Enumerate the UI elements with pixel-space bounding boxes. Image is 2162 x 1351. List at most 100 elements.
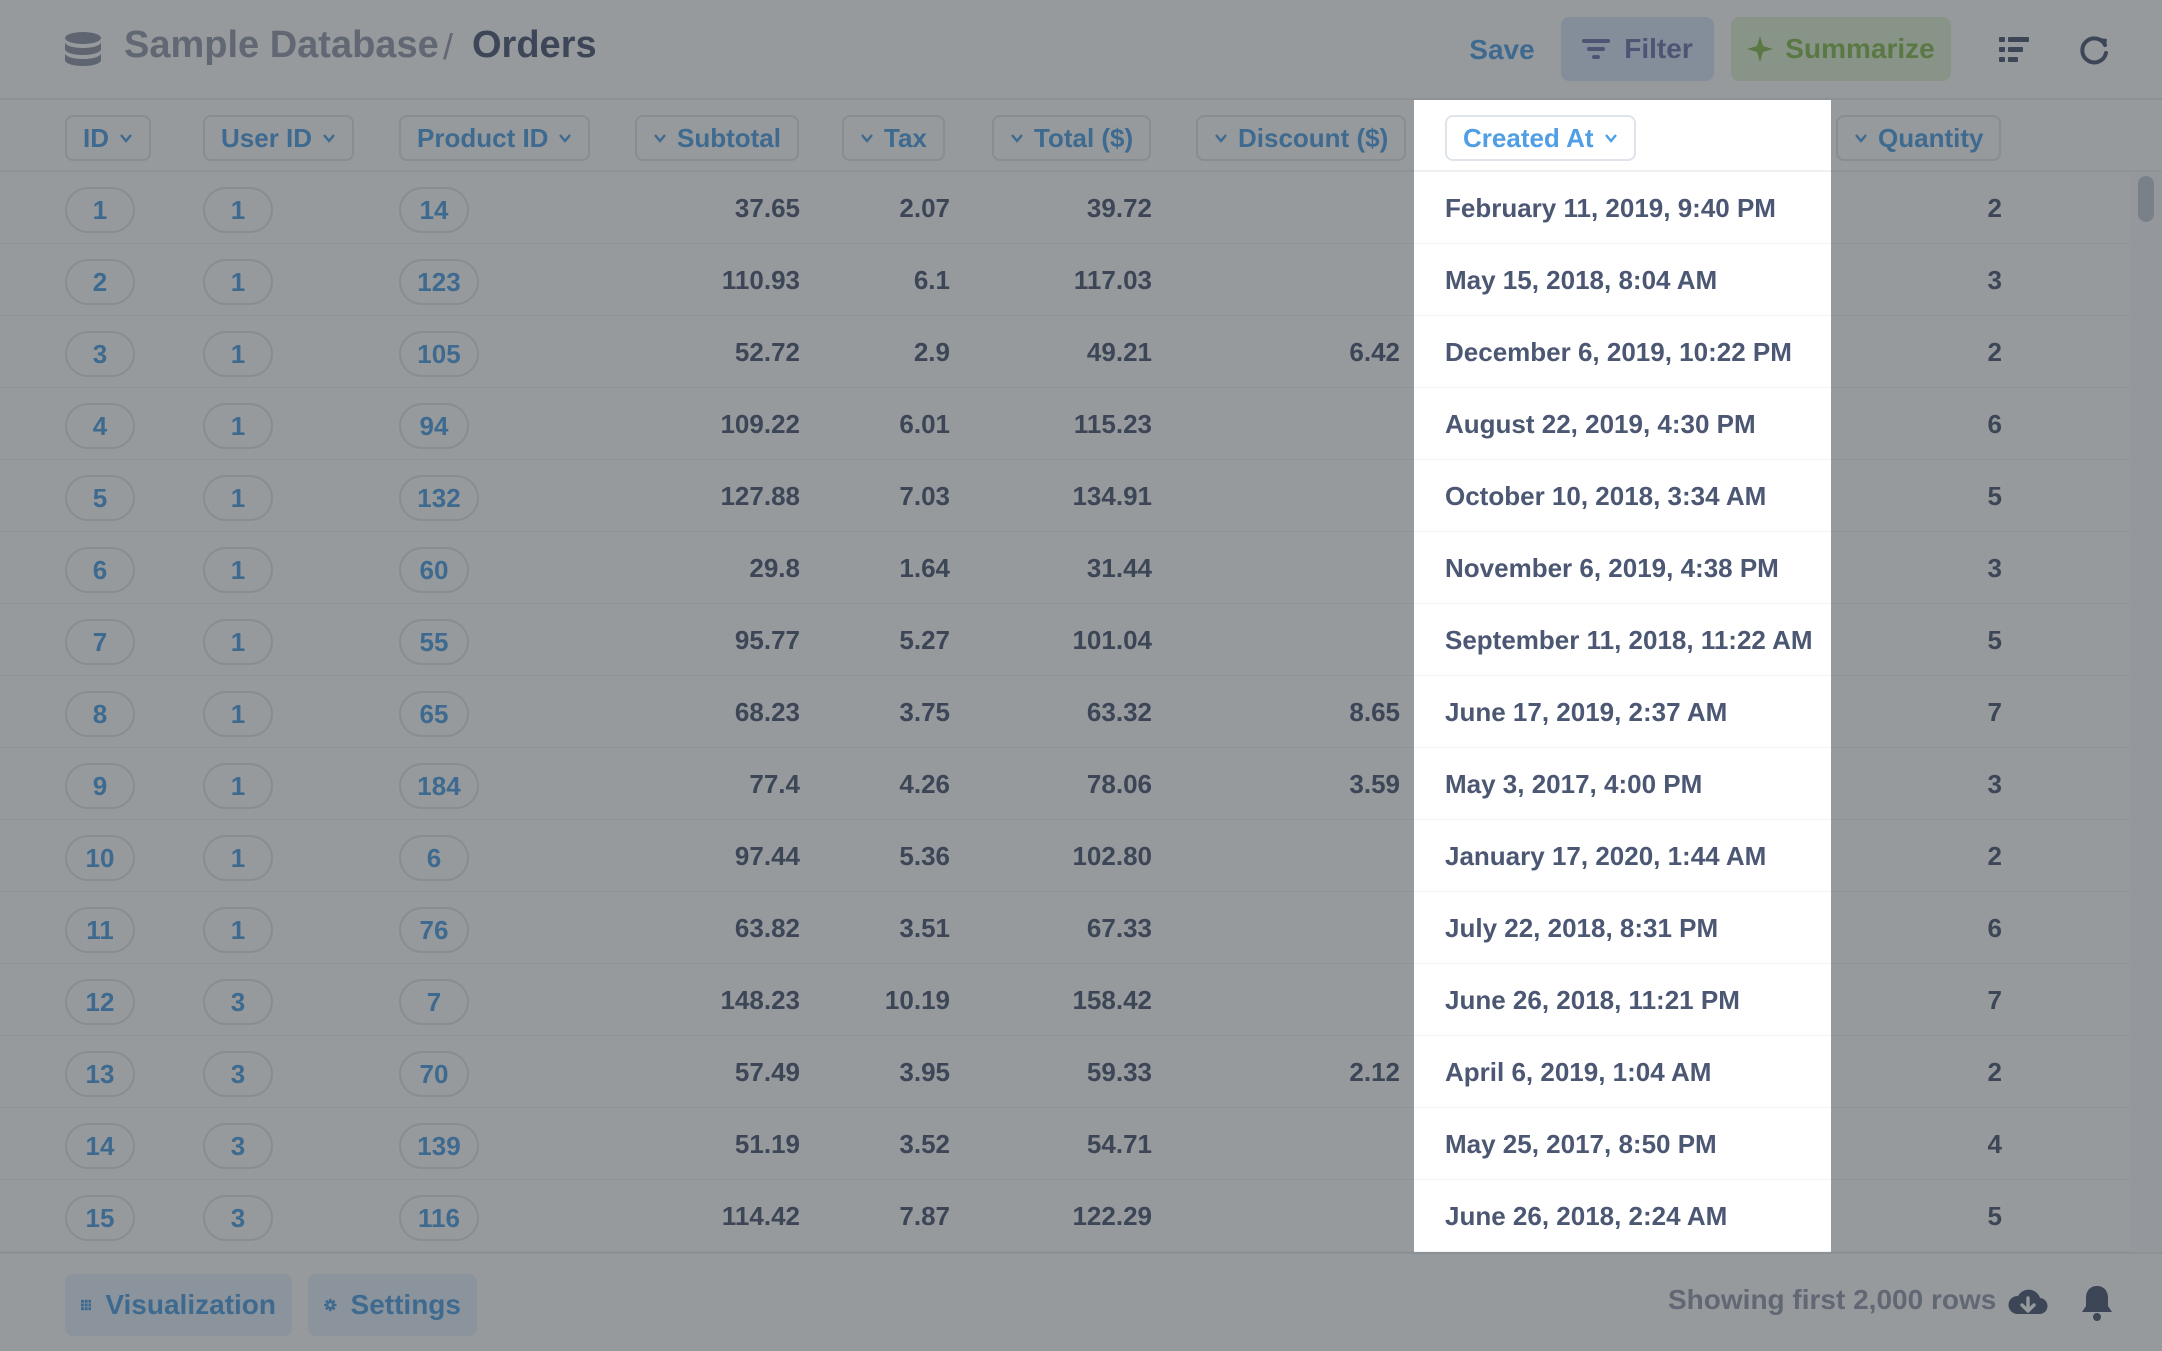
id-cell[interactable]: 5 [65,475,135,521]
user-id-cell[interactable]: 1 [203,547,273,593]
discount-cell [1152,964,1400,1036]
bell-icon[interactable] [2080,1284,2114,1327]
id-cell[interactable]: 15 [65,1195,135,1241]
created-at-cell: August 22, 2019, 4:30 PM [1445,409,1756,439]
product-id-cell[interactable]: 184 [399,763,479,809]
column-header-tax[interactable]: Tax [842,115,945,161]
user-id-cell[interactable]: 3 [203,1195,273,1241]
subtotal-cell: 110.93 [721,265,800,295]
user-id-cell[interactable]: 1 [203,259,273,305]
product-id-cell[interactable]: 123 [399,259,479,305]
product-id-cell[interactable]: 60 [399,547,469,593]
column-header-user-id[interactable]: User ID [203,115,355,161]
id-cell[interactable]: 12 [65,979,135,1025]
summarize-button[interactable]: Summarize [1731,17,1951,81]
discount-cell [1152,532,1400,604]
scrollbar-thumb[interactable] [2138,176,2154,222]
product-id-cell[interactable]: 105 [399,331,479,377]
created-at-cell: June 17, 2019, 2:37 AM [1445,697,1728,727]
created-at-cell: May 3, 2017, 4:00 PM [1445,769,1703,799]
column-header-label: Product ID [417,122,549,153]
column-header-created-at[interactable]: Created At [1445,115,1636,161]
user-id-cell[interactable]: 3 [203,1123,273,1169]
column-header-discount[interactable]: Discount ($) [1196,115,1407,161]
subtotal-cell: 29.8 [749,553,800,583]
id-cell[interactable]: 13 [65,1051,135,1097]
column-header-label: User ID [221,122,313,153]
table-row: August 22, 2019, 4:30 PM [1414,388,1831,460]
user-id-cell[interactable]: 1 [203,187,273,233]
column-header-quantity[interactable]: Quantity [1836,115,2002,161]
visualization-button[interactable]: Visualization [65,1274,292,1336]
column-header-id[interactable]: ID [65,115,151,161]
user-id-cell[interactable]: 1 [203,403,273,449]
id-cell[interactable]: 6 [65,547,135,593]
quantity-cell: 2 [1987,841,2002,871]
id-cell[interactable]: 3 [65,331,135,377]
discount-cell [1152,172,1400,244]
user-id-cell[interactable]: 1 [203,763,273,809]
user-id-cell[interactable]: 3 [203,979,273,1025]
user-id-cell[interactable]: 1 [203,691,273,737]
product-id-cell[interactable]: 14 [399,187,469,233]
id-cell[interactable]: 4 [65,403,135,449]
id-cell[interactable]: 9 [65,763,135,809]
highlighted-column-created-at[interactable]: Created At February 11, 2019, 9:40 PM May… [1414,100,1831,1252]
user-id-cell[interactable]: 1 [203,331,273,377]
column-header-label: Created At [1463,122,1594,153]
quantity-cell: 6 [1987,409,2002,439]
settings-button[interactable]: Settings [308,1274,477,1336]
column-header-row: ID User ID Product ID Subtotal Tax Total… [0,100,2162,172]
subtotal-cell: 109.22 [720,409,800,439]
scrollbar-track[interactable] [2130,172,2162,1252]
product-id-cell[interactable]: 76 [399,907,469,953]
product-id-cell[interactable]: 139 [399,1123,479,1169]
user-id-cell[interactable]: 3 [203,1051,273,1097]
id-cell[interactable]: 14 [65,1123,135,1169]
product-id-cell[interactable]: 94 [399,403,469,449]
breadcrumb-table[interactable]: Orders [472,24,597,66]
id-cell[interactable]: 7 [65,619,135,665]
notebook-icon[interactable] [1994,30,2034,70]
subtotal-cell: 95.77 [734,625,800,655]
user-id-cell[interactable]: 1 [203,907,273,953]
download-icon[interactable] [2007,1286,2049,1327]
column-header-label: Quantity [1878,122,1984,153]
id-cell[interactable]: 1 [65,187,135,233]
column-header-label: Discount ($) [1238,122,1389,153]
column-header-subtotal[interactable]: Subtotal [635,115,799,161]
refresh-icon[interactable] [2074,30,2114,70]
product-id-cell[interactable]: 70 [399,1051,469,1097]
subtotal-cell: 127.88 [720,481,800,511]
product-id-cell[interactable]: 65 [399,691,469,737]
user-id-cell[interactable]: 1 [203,619,273,665]
column-header-product-id[interactable]: Product ID [399,115,591,161]
product-id-cell[interactable]: 55 [399,619,469,665]
discount-cell: 8.65 [1349,697,1400,727]
tax-cell: 2.07 [899,193,950,223]
user-id-cell[interactable]: 1 [203,835,273,881]
table-row: July 22, 2018, 8:31 PM [1414,892,1831,964]
user-id-cell[interactable]: 1 [203,475,273,521]
filter-button[interactable]: Filter [1561,17,1714,81]
id-cell[interactable]: 11 [65,907,135,953]
product-id-cell[interactable]: 7 [399,979,469,1025]
save-button[interactable]: Save [1440,22,1564,78]
chevron-down-icon [323,134,335,143]
column-header-label: Subtotal [677,122,781,153]
quantity-cell: 2 [1987,1057,2002,1087]
total-cell: 78.06 [1086,769,1152,799]
id-cell[interactable]: 10 [65,835,135,881]
created-at-cell: June 26, 2018, 11:21 PM [1445,985,1740,1015]
breadcrumb-database[interactable]: Sample Database [124,24,439,66]
table-row: November 6, 2019, 4:38 PM [1414,532,1831,604]
id-cell[interactable]: 2 [65,259,135,305]
chevron-down-icon [1604,134,1617,143]
subtotal-cell: 37.65 [734,193,800,223]
product-id-cell[interactable]: 116 [399,1195,479,1241]
column-header-total[interactable]: Total ($) [992,115,1152,161]
product-id-cell[interactable]: 132 [399,475,479,521]
id-cell[interactable]: 8 [65,691,135,737]
product-id-cell[interactable]: 6 [399,835,469,881]
table-row: June 17, 2019, 2:37 AM [1414,676,1831,748]
